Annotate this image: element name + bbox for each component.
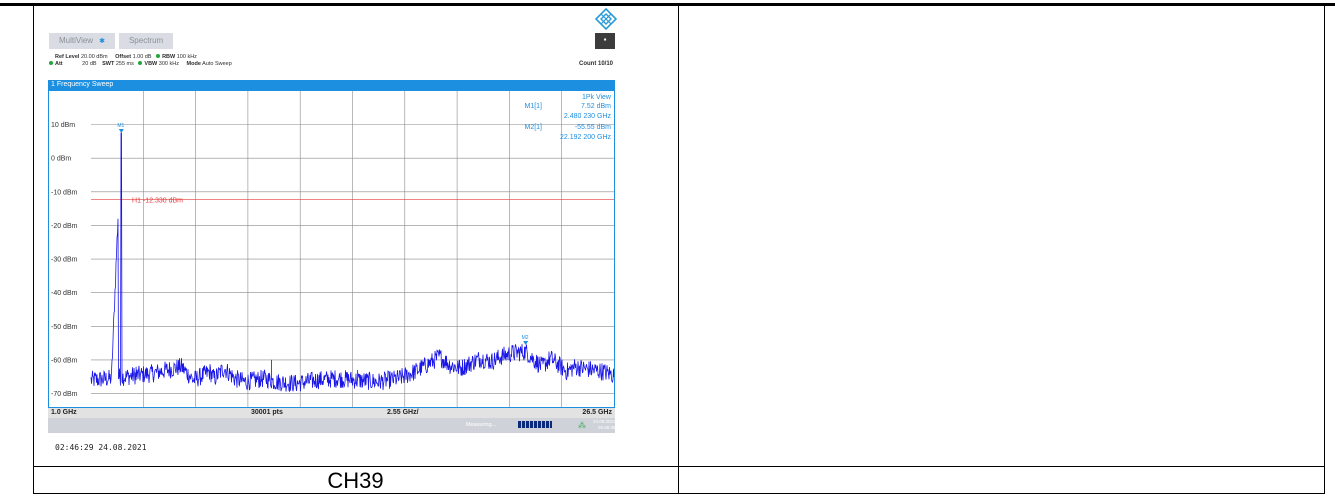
caption-cell: CH39 <box>327 467 384 493</box>
marker-readout-level: 7.52 dBm <box>581 103 611 110</box>
close-icon[interactable]: ✱ <box>99 38 105 45</box>
mode-label: Mode <box>186 61 201 67</box>
top-rule <box>0 3 1335 6</box>
status-datetime: 24.08.2021 02:46:38 <box>593 419 616 431</box>
offset-value: 1.00 dB <box>132 54 152 60</box>
spectrum-chart: 10 dBm 0 dBm -10 dBm -20 dBm -30 dBm -40 dBm -… <box>51 91 614 407</box>
tab-menu-button[interactable]: ▪ <box>595 33 615 49</box>
sweep-points: 30001 pts <box>251 409 283 416</box>
rbw-label: RBW <box>162 54 176 60</box>
tab-bar: MultiView ✱ Spectrum <box>49 33 174 49</box>
capture-timestamp: 02:46:29 24.08.2021 <box>55 443 147 452</box>
y-tick-label: 0 dBm <box>51 156 71 163</box>
settings-row-1: Ref Level 20.00 dBm Offset 1.00 dB RBW 1… <box>49 54 615 60</box>
rbw-value: 100 kHz <box>176 54 197 60</box>
marker-readout-frequency: 22.192 200 GHz <box>560 134 611 141</box>
att-value: 20 dB <box>82 61 97 67</box>
stop-frequency: 26.5 GHz <box>582 409 612 416</box>
vbw-value: 300 kHz <box>158 61 179 67</box>
tab-label: Spectrum <box>128 36 164 45</box>
status-bar: Measuring... ⁂ 24.08.2021 02:46:38 <box>48 418 616 433</box>
y-tick-label: 10 dBm <box>51 122 75 129</box>
network-icon: ⁂ <box>578 421 586 430</box>
progress-bar <box>518 421 552 428</box>
vbw-label: VBW <box>144 61 158 67</box>
ref-level-label: Ref Level <box>55 54 80 60</box>
marker-readout-name: M2[1] <box>524 124 542 131</box>
y-tick-label: -20 dBm <box>51 223 78 230</box>
row-divider <box>33 466 1325 467</box>
tab-label: MultiView <box>59 36 94 45</box>
span-per-division: 2.55 GHz/ <box>387 409 419 416</box>
marker-triangle-icon <box>523 340 529 345</box>
y-tick-label: -40 dBm <box>51 290 78 297</box>
marker-readout-level: -55.55 dBm <box>575 124 611 131</box>
marker-triangle-icon <box>118 128 124 133</box>
outer-table <box>33 5 1325 494</box>
marker-readout-name: M1[1] <box>524 103 542 110</box>
marker-readout-frequency: 2.480 230 GHz <box>564 113 612 120</box>
swt-value: 255 ms <box>115 61 134 67</box>
status-time: 02:46:38 <box>598 425 616 430</box>
y-tick-label: -70 dBm <box>51 391 78 398</box>
spectrum-plot[interactable]: 10 dBm 0 dBm -10 dBm -20 dBm -30 dBm -40 dBm -… <box>48 90 615 408</box>
status-dot-icon <box>49 61 53 65</box>
marker-label: M1 <box>117 123 124 129</box>
settings-row-2: Att 20 dB SWT 255 ms VBW 300 kHz Mode Au… <box>49 61 615 67</box>
tab-spectrum[interactable]: Spectrum <box>118 33 174 49</box>
rohde-schwarz-logo-icon <box>595 8 617 30</box>
y-tick-label: -30 dBm <box>51 257 78 264</box>
mode-value: Auto Sweep <box>202 61 232 67</box>
sweep-count: Count 10/10 <box>578 61 613 67</box>
marker-label: M2 <box>522 335 529 341</box>
analyzer-screenshot: MultiView ✱ Spectrum ▪ Ref Level 20.00 dB… <box>39 8 621 460</box>
swt-label: SWT <box>102 61 115 67</box>
y-tick-label: -10 dBm <box>51 189 78 196</box>
measuring-status: Measuring... <box>466 422 497 428</box>
status-dot-icon <box>138 61 143 65</box>
status-dot-icon <box>156 54 161 58</box>
offset-label: Offset <box>115 54 132 60</box>
y-tick-label: -50 dBm <box>51 324 78 331</box>
spectrum-trace <box>90 132 614 393</box>
sweep-title-bar[interactable]: 1 Frequency Sweep <box>48 80 615 90</box>
status-date: 24.08.2021 <box>593 419 616 424</box>
y-tick-label: -60 dBm <box>51 357 78 364</box>
trace-view-label: 1Pk View <box>582 94 612 101</box>
threshold-label: H1 -12.330 dBm <box>132 198 183 205</box>
start-frequency: 1.0 GHz <box>51 409 77 416</box>
att-label: Att <box>55 61 63 67</box>
tab-multiview[interactable]: MultiView ✱ <box>49 33 115 49</box>
settings-header: Ref Level 20.00 dBm Offset 1.00 dB RBW 1… <box>49 54 615 67</box>
column-divider <box>678 5 679 494</box>
ref-level-value: 20.00 dBm <box>81 54 108 60</box>
frequency-footer: 1.0 GHz 30001 pts 2.55 GHz/ 26.5 GHz <box>48 408 615 418</box>
